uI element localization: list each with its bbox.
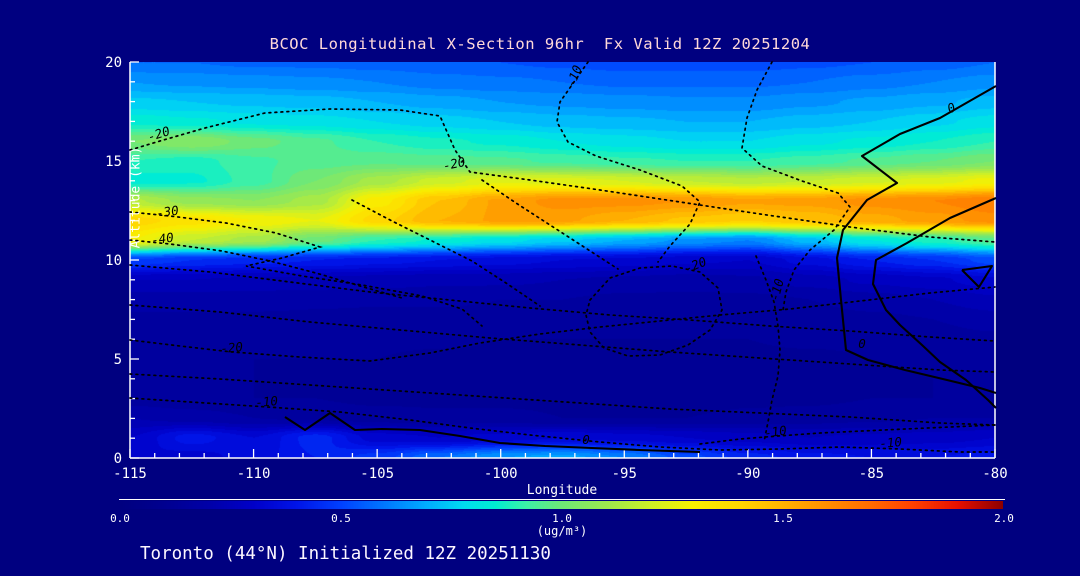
x-tick-label: -85 xyxy=(859,466,884,482)
x-axis-label: Longitude xyxy=(526,483,598,498)
colorbar xyxy=(119,499,1005,511)
y-tick-label: 0 xyxy=(114,451,122,467)
colorbar-unit-label: (ug/m³) xyxy=(536,524,588,538)
y-tick-label: 10 xyxy=(105,253,122,269)
x-tick-label: -95 xyxy=(612,466,637,482)
x-tick-label: -90 xyxy=(735,466,760,482)
x-tick-label: -80 xyxy=(982,466,1007,482)
chart-title: BCOC Longitudinal X-Section 96hr Fx Vali… xyxy=(269,35,811,53)
x-tick-label: -100 xyxy=(484,466,518,482)
x-tick-label: -115 xyxy=(113,466,147,482)
x-tick-label: -110 xyxy=(237,466,271,482)
y-axis-label: Altitude (km) xyxy=(128,146,144,249)
y-tick-label: 20 xyxy=(105,55,122,71)
x-tick-label: -105 xyxy=(360,466,394,482)
y-tick-label: 5 xyxy=(114,352,122,368)
init-label: Toronto (44°N) Initialized 12Z 20251130 xyxy=(140,544,551,564)
contour-fill-canvas xyxy=(130,62,995,458)
colorbar-gradient xyxy=(119,501,1003,509)
y-tick-label: 15 xyxy=(105,154,122,170)
